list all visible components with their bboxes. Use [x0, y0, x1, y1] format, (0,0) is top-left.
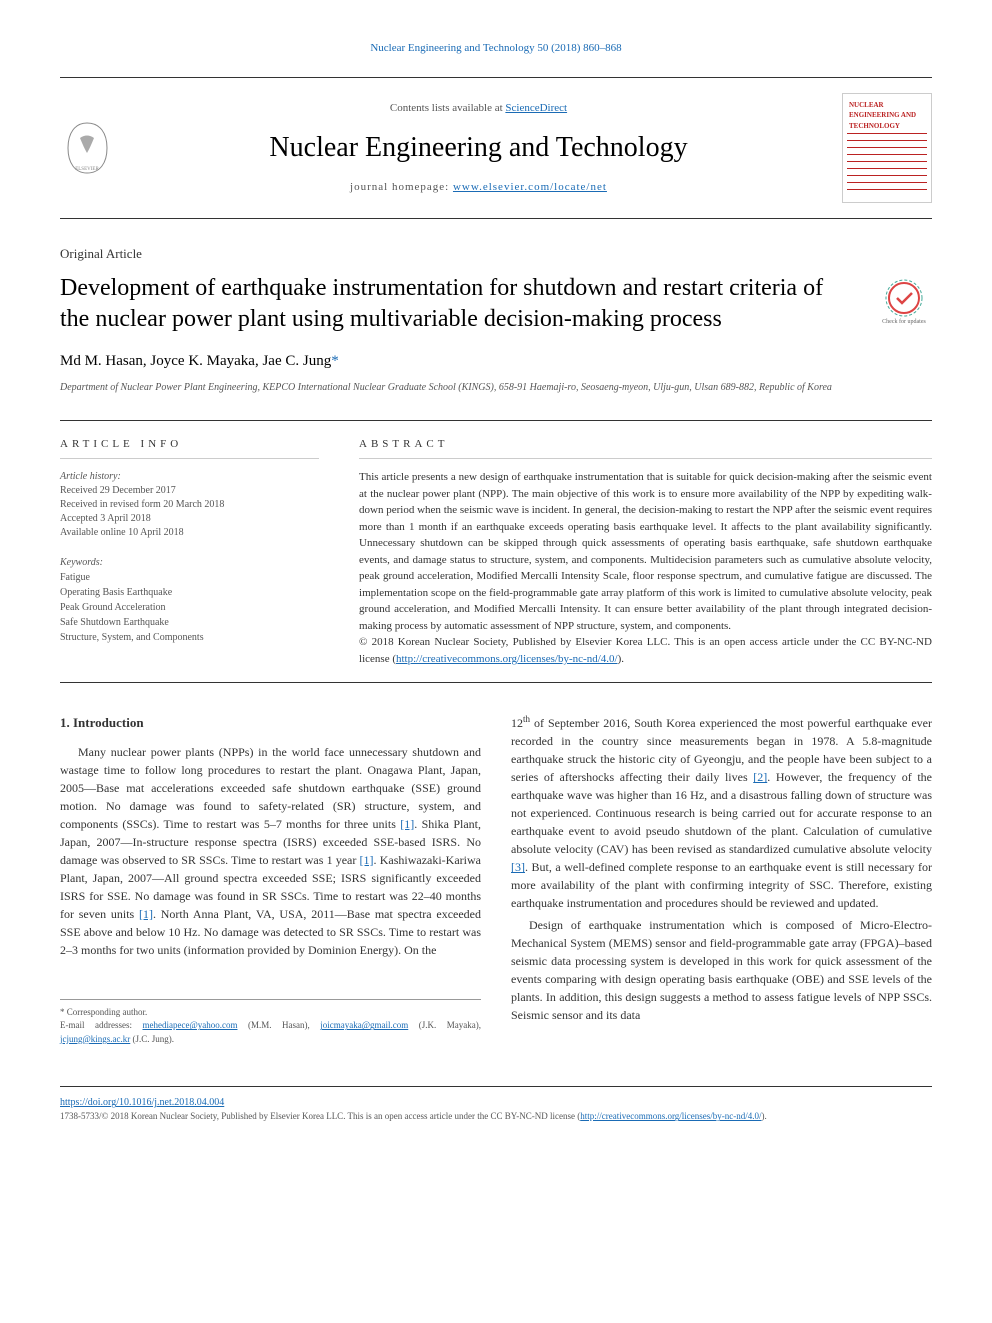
journal-name: Nuclear Engineering and Technology — [115, 127, 842, 169]
keyword: Fatigue — [60, 570, 319, 585]
doi-link[interactable]: https://doi.org/10.1016/j.net.2018.04.00… — [60, 1097, 224, 1108]
revised-date: Received in revised form 20 March 2018 — [60, 498, 319, 512]
journal-cover-thumbnail: NUCLEAR ENGINEERING AND TECHNOLOGY — [842, 93, 932, 203]
elsevier-logo: ELSEVIER — [60, 118, 115, 178]
email-link[interactable]: joicmayaka@gmail.com — [320, 1020, 408, 1030]
sciencedirect-line: Contents lists available at ScienceDirec… — [115, 100, 842, 117]
affiliation: Department of Nuclear Power Plant Engine… — [60, 381, 932, 395]
article-title: Development of earthquake instrumentatio… — [60, 273, 932, 335]
sd-prefix: Contents lists available at — [390, 102, 505, 114]
copyright-close: ). — [762, 1111, 767, 1121]
homepage-prefix: journal homepage: — [350, 181, 453, 193]
body-column-left: 1. Introduction Many nuclear power plant… — [60, 713, 481, 1061]
reference-link[interactable]: [2] — [753, 770, 767, 784]
intro-paragraph-cont: 12th of September 2016, South Korea expe… — [511, 713, 932, 912]
text: 12 — [511, 716, 523, 730]
abstract-body: This article presents a new design of ea… — [359, 471, 932, 632]
abstract-header: ABSTRACT — [359, 436, 932, 460]
check-updates-badge[interactable]: Check for updates — [877, 278, 932, 333]
reference-link[interactable]: [1] — [139, 907, 153, 921]
article-info-column: ARTICLE INFO Article history: Received 2… — [60, 421, 339, 683]
intro-paragraph-2: Design of earthquake instrumentation whi… — [511, 916, 932, 1024]
keyword: Operating Basis Earthquake — [60, 585, 319, 600]
intro-paragraph: Many nuclear power plants (NPPs) in the … — [60, 743, 481, 959]
email-name: (M.M. Hasan), — [237, 1020, 320, 1030]
keyword: Peak Ground Acceleration — [60, 600, 319, 615]
emails: E-mail addresses: mehediapece@yahoo.com … — [60, 1019, 481, 1046]
article-info-header: ARTICLE INFO — [60, 436, 319, 460]
article-type: Original Article — [60, 244, 932, 264]
reference-link[interactable]: [1] — [360, 853, 374, 867]
email-name: (J.C. Jung). — [130, 1034, 174, 1044]
journal-header: ELSEVIER Contents lists available at Sci… — [60, 77, 932, 219]
received-date: Received 29 December 2017 — [60, 484, 319, 498]
cover-title: NUCLEAR ENGINEERING AND TECHNOLOGY — [847, 98, 927, 135]
keywords-label: Keywords: — [60, 555, 319, 570]
body-column-right: 12th of September 2016, South Korea expe… — [511, 713, 932, 1061]
reference-link[interactable]: [1] — [400, 817, 414, 831]
online-date: Available online 10 April 2018 — [60, 526, 319, 540]
info-abstract-block: ARTICLE INFO Article history: Received 2… — [60, 420, 932, 684]
sciencedirect-link[interactable]: ScienceDirect — [505, 102, 567, 114]
journal-reference: Nuclear Engineering and Technology 50 (2… — [60, 40, 932, 57]
history-label: Article history: — [60, 469, 319, 484]
page-footer: https://doi.org/10.1016/j.net.2018.04.00… — [60, 1086, 932, 1123]
license-close: ). — [618, 653, 624, 665]
homepage-line: journal homepage: www.elsevier.com/locat… — [115, 179, 842, 196]
corr-label: * Corresponding author. — [60, 1006, 481, 1020]
corresponding-marker: * — [331, 353, 339, 369]
svg-text:ELSEVIER: ELSEVIER — [75, 167, 99, 172]
authors: Md M. Hasan, Joyce K. Mayaka, Jae C. Jun… — [60, 350, 932, 373]
abstract-text: This article presents a new design of ea… — [359, 469, 932, 667]
corresponding-author-note: * Corresponding author. E-mail addresses… — [60, 999, 481, 1047]
title-text: Development of earthquake instrumentatio… — [60, 275, 823, 332]
superscript: th — [523, 714, 530, 724]
homepage-link[interactable]: www.elsevier.com/locate/net — [453, 181, 607, 193]
accepted-date: Accepted 3 April 2018 — [60, 512, 319, 526]
copyright-text: 1738-5733/© 2018 Korean Nuclear Society,… — [60, 1111, 580, 1121]
keyword: Structure, System, and Components — [60, 630, 319, 645]
text: . But, a well-defined complete response … — [511, 860, 932, 910]
email-link[interactable]: jcjung@kings.ac.kr — [60, 1034, 130, 1044]
keyword: Safe Shutdown Earthquake — [60, 615, 319, 630]
svg-text:Check for updates: Check for updates — [882, 318, 926, 325]
email-name: (J.K. Mayaka), — [408, 1020, 481, 1030]
copyright-footer: 1738-5733/© 2018 Korean Nuclear Society,… — [60, 1110, 932, 1123]
email-prefix: E-mail addresses: — [60, 1020, 142, 1030]
email-link[interactable]: mehediapece@yahoo.com — [142, 1020, 237, 1030]
footer-license-link[interactable]: http://creativecommons.org/licenses/by-n… — [580, 1111, 761, 1121]
abstract-column: ABSTRACT This article presents a new des… — [339, 421, 932, 683]
body-columns: 1. Introduction Many nuclear power plant… — [60, 713, 932, 1061]
license-link[interactable]: http://creativecommons.org/licenses/by-n… — [396, 653, 618, 665]
reference-link[interactable]: [3] — [511, 860, 525, 874]
section-title: 1. Introduction — [60, 713, 481, 733]
authors-text: Md M. Hasan, Joyce K. Mayaka, Jae C. Jun… — [60, 353, 331, 369]
